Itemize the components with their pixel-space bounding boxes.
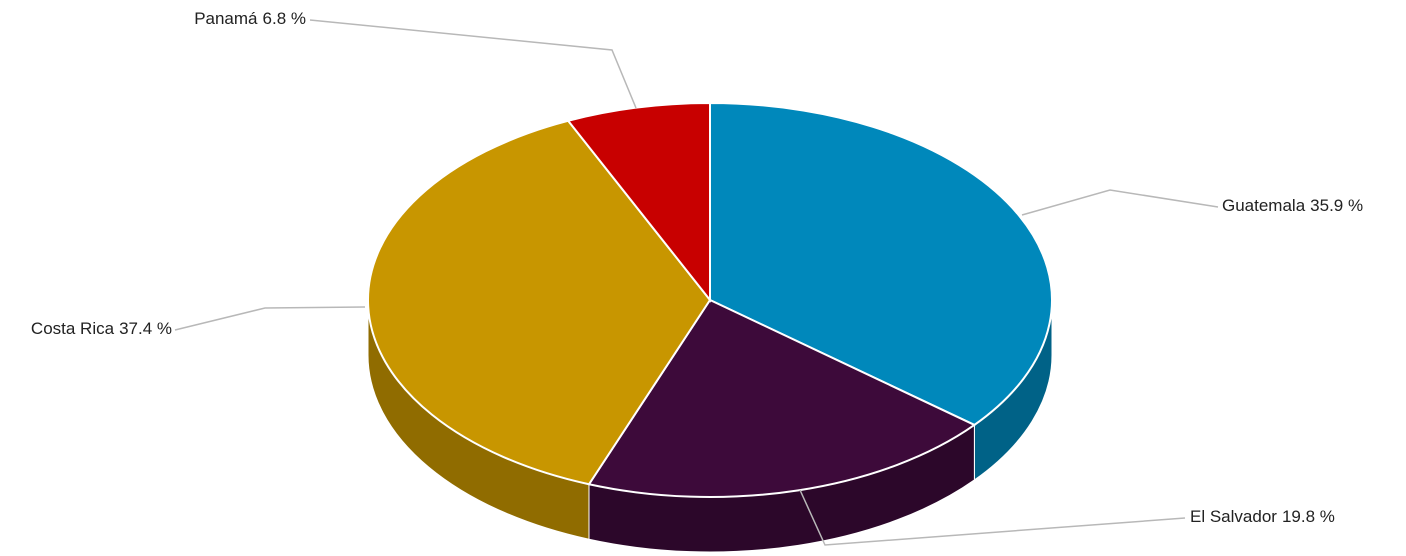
- pie-slice: [709, 101, 1053, 427]
- slice-label: Panamá 6.8 %: [194, 9, 306, 28]
- slice-label: Guatemala 35.9 %: [1222, 196, 1363, 215]
- pie-labels: Guatemala 35.9 % El Salvador 19.8 % Costa Ri…: [31, 9, 1363, 546]
- leader-line: [1021, 189, 1219, 216]
- slice-name: Guatemala: [1222, 196, 1306, 215]
- slice-value: 6.8 %: [263, 9, 306, 28]
- slice-value: 35.9 %: [1310, 196, 1363, 215]
- leader-line: [309, 19, 637, 109]
- slice-name: Costa Rica: [31, 319, 115, 338]
- slice-label: El Salvador 19.8 %: [1190, 507, 1335, 526]
- slice-name: Panamá: [194, 9, 258, 28]
- pie-slice: [566, 101, 711, 303]
- pie-slice: [367, 119, 712, 486]
- leader-line: [174, 306, 366, 331]
- slice-label: Costa Rica 37.4 %: [31, 319, 172, 338]
- leader-line: [799, 489, 1186, 546]
- slice-value: 37.4 %: [119, 319, 172, 338]
- slice-name: El Salvador: [1190, 507, 1277, 526]
- pie-tops: [367, 101, 1053, 498]
- slice-value: 19.8 %: [1282, 507, 1335, 526]
- pie-slice: [587, 298, 977, 498]
